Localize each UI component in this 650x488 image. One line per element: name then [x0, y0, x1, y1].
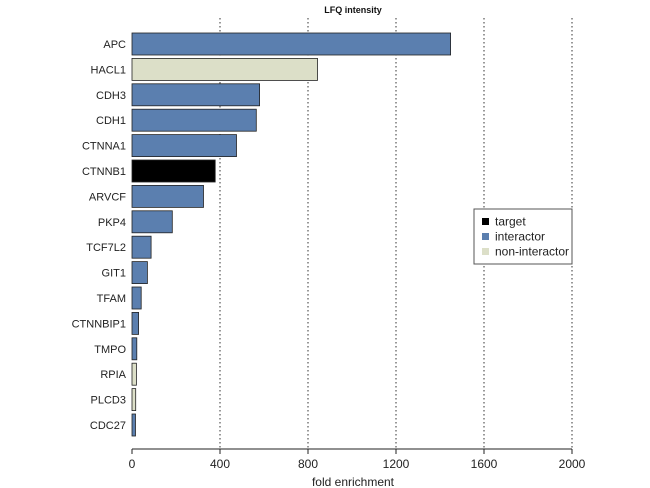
category-label-cdh3: CDH3	[96, 90, 126, 102]
legend-box	[473, 208, 573, 265]
legend-swatch-non-interactor	[482, 248, 489, 255]
category-label-arvcf: ARVCF	[89, 191, 126, 203]
category-label-apc: APC	[103, 39, 126, 51]
x-tick-label-1600: 1600	[471, 457, 498, 471]
bar-cdc27	[131, 413, 136, 437]
x-tick-label-0: 0	[129, 457, 136, 471]
category-label-ctnna1: CTNNA1	[82, 141, 126, 153]
category-label-plcd3: PLCD3	[91, 395, 126, 407]
bar-cdh3	[131, 83, 260, 107]
bar-pkp4	[131, 210, 173, 234]
bar-ctnnbip1	[131, 311, 139, 335]
category-label-cdh1: CDH1	[96, 115, 126, 127]
category-label-rpia: RPIA	[100, 369, 126, 381]
bar-tcf7l2	[131, 235, 152, 259]
legend-label-non-interactor: non-interactor	[495, 245, 569, 259]
bar-ctnna1	[131, 134, 237, 158]
category-label-tcf7l2: TCF7L2	[86, 242, 126, 254]
bars	[131, 32, 452, 437]
x-tick-label-1200: 1200	[383, 457, 410, 471]
category-label-ctnnbip1: CTNNBIP1	[72, 318, 126, 330]
legend-label-interactor: interactor	[495, 230, 545, 244]
bar-ctnnb1	[131, 159, 216, 183]
bar-git1	[131, 261, 148, 285]
chart-title: LFQ intensity	[324, 5, 382, 15]
bar-tmpo	[131, 337, 138, 361]
x-tick-label-400: 400	[210, 457, 230, 471]
bar-tfam	[131, 286, 142, 310]
category-label-git1: GIT1	[102, 268, 126, 280]
category-label-tmpo: TMPO	[94, 344, 126, 356]
bar-plcd3	[131, 388, 137, 412]
legend-swatch-interactor	[482, 233, 489, 240]
x-axis-title: fold enrichment	[312, 475, 395, 488]
x-tick-label-2000: 2000	[559, 457, 586, 471]
category-label-tfam: TFAM	[97, 293, 126, 305]
legend-swatch-target	[482, 218, 489, 225]
category-labels: APC HACL1 CDH3 CDH1 CTNNA1 CTNNB1 ARVCF PKP4 TCF…	[72, 39, 127, 432]
bar-rpia	[131, 362, 137, 386]
legend-label-target: target	[495, 215, 526, 229]
x-axis: 0 400 800 1200 1600 2000	[129, 448, 586, 471]
bar-cdh1	[131, 108, 257, 132]
category-label-cdc27: CDC27	[90, 420, 126, 432]
bar-arvcf	[131, 184, 204, 208]
category-label-ctnnb1: CTNNB1	[82, 166, 126, 178]
x-tick-label-800: 800	[298, 457, 318, 471]
category-label-pkp4: PKP4	[98, 217, 126, 229]
bar-apc	[131, 32, 452, 56]
bar-hacl1	[131, 58, 318, 81]
category-label-hacl1: HACL1	[91, 64, 126, 76]
